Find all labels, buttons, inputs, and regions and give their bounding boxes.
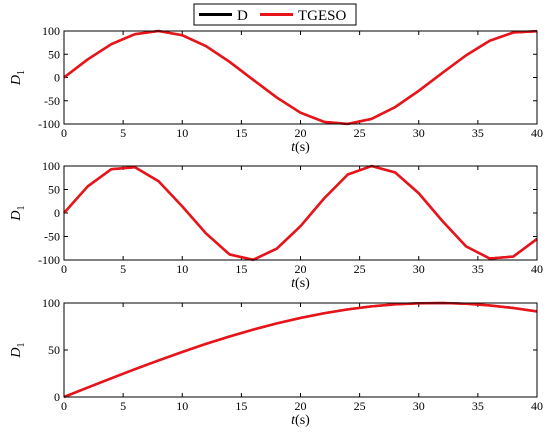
subplot-1: 0 5 10 15 20 25 30 35 40 -100 -50 0 50 100 t(s) D1 <box>9 24 543 155</box>
x-axis-label: t(s) <box>291 276 310 291</box>
y-axis-label: D1 <box>9 342 27 358</box>
y-axis-label: D1 <box>9 70 27 86</box>
x-tick-label: 25 <box>354 262 366 276</box>
x-tick-label: 35 <box>472 262 484 276</box>
y-tick-label: 100 <box>42 296 60 310</box>
subplot-2: 0 5 10 15 20 25 30 35 40 -100 -50 0 50 100 t(s) D1 <box>9 159 543 291</box>
y-axis-label: D1 <box>9 205 27 221</box>
x-tick-label: 40 <box>531 399 543 413</box>
series-line-d <box>63 29 538 126</box>
x-tick-label: 40 <box>531 126 543 140</box>
x-tick-label: 30 <box>413 126 425 140</box>
x-tick-label: 20 <box>295 126 307 140</box>
x-axis-label: t(s) <box>291 413 310 428</box>
x-axis-label: t(s) <box>291 140 310 155</box>
x-tick-label: 25 <box>354 126 366 140</box>
y-tick-label: 0 <box>54 206 60 220</box>
x-tick-label: 5 <box>120 399 126 413</box>
y-tick-label: 50 <box>48 183 60 197</box>
y-tick-label: 50 <box>48 343 60 357</box>
series-line-tgeso <box>63 29 538 126</box>
x-tick-label: 5 <box>120 262 126 276</box>
y-tick-label: 100 <box>42 24 60 38</box>
series-line-tgeso <box>63 164 538 262</box>
x-tick-label: 10 <box>176 126 188 140</box>
legend-label-tgeso: TGESO <box>298 8 347 24</box>
y-tick-label: 50 <box>48 47 60 61</box>
x-tick-label: 20 <box>295 399 307 413</box>
legend-label-d: D <box>237 8 248 24</box>
x-tick-label: 0 <box>61 262 67 276</box>
y-tick-label: -100 <box>38 253 60 267</box>
y-tick-label: 0 <box>54 71 60 85</box>
y-tick-label: -100 <box>38 117 60 131</box>
axes-box <box>63 302 538 398</box>
x-tick-label: 0 <box>61 126 67 140</box>
x-tick-label: 30 <box>413 262 425 276</box>
x-tick-label: 10 <box>176 399 188 413</box>
x-tick-label: 0 <box>61 399 67 413</box>
x-tick-label: 25 <box>354 399 366 413</box>
x-tick-label: 40 <box>531 262 543 276</box>
y-tick-label: -50 <box>44 94 60 108</box>
y-tick-label: 0 <box>54 390 60 404</box>
x-tick-label: 20 <box>295 262 307 276</box>
axes-box <box>63 165 538 261</box>
series-line-tgeso <box>63 301 538 399</box>
x-tick-label: 35 <box>472 399 484 413</box>
y-tick-label: -50 <box>44 230 60 244</box>
legend: D TGESO <box>193 3 357 26</box>
x-tick-label: 15 <box>235 262 247 276</box>
x-tick-label: 35 <box>472 126 484 140</box>
x-tick-label: 15 <box>235 399 247 413</box>
x-tick-label: 5 <box>120 126 126 140</box>
x-tick-label: 30 <box>413 399 425 413</box>
y-tick-label: 100 <box>42 159 60 173</box>
axes-box <box>63 30 538 125</box>
x-tick-label: 15 <box>235 126 247 140</box>
subplot-3: 0 5 10 15 20 25 30 35 40 0 50 100 t(s) D1 <box>9 296 543 428</box>
x-tick-label: 10 <box>176 262 188 276</box>
